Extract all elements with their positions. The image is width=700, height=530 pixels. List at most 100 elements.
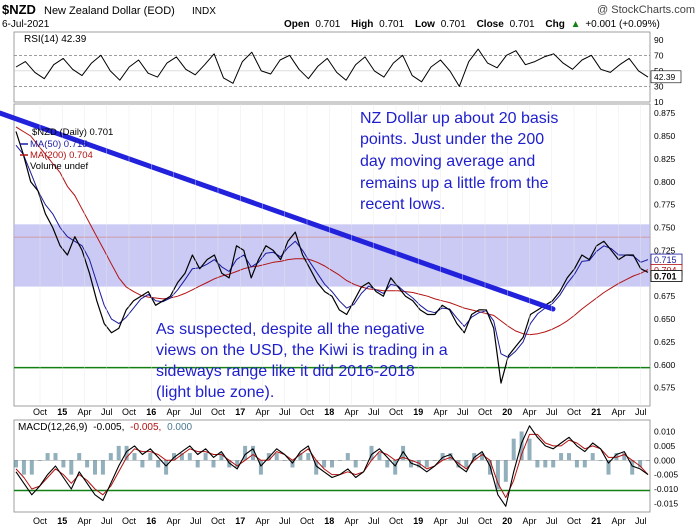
macd-hist-bar [432,460,437,461]
price-tick-label: 0.625 [654,337,676,347]
price-tick-label: 0.600 [654,360,676,370]
x-label-top: Jul [368,407,380,417]
x-label-top: Oct [300,407,315,417]
x-label-top: Jul [279,407,291,417]
annotation-left-line-3: sideways range like it did 2016-2018 [156,363,415,380]
macd-hist-bar [100,460,105,475]
price-tick-label: 0.675 [654,291,676,301]
open-value: 0.701 [315,19,340,30]
macd-hist-bar [393,460,398,475]
price-tick-label: 0.775 [654,200,676,210]
ma200-legend: MA(200) 0.704 [30,150,93,161]
macd-tick-label: 0.000 [654,455,676,465]
x-label-top: 18 [324,407,334,417]
macd-hist-bar [385,460,390,468]
macd-hist-bar [53,453,58,461]
chart-exchange: INDX [192,6,216,17]
macd-tick-label: -0.005 [654,470,678,480]
macd-hist-bar [377,453,382,461]
x-label-top: 19 [413,407,423,417]
x-label-top: Apr [522,407,536,417]
x-label-bottom: Jul [279,516,291,526]
annotation-left-line-4: (light blue zone). [156,384,274,401]
macd-hist-bar [172,453,176,461]
price-tick-label: 0.725 [654,245,676,255]
macd-hist-bar [574,460,579,468]
macd-hist-bar [179,453,184,461]
x-label-bottom: Apr [255,516,269,526]
rsi-tick-label: 90 [654,35,664,45]
chart-symbol: $NZD [2,2,36,17]
x-label-top: Apr [344,407,358,417]
macd-hist-bar [646,460,650,461]
macd-hist-bar [45,453,50,461]
x-label-bottom: Jul [546,516,558,526]
macd-hist-bar [527,438,532,461]
price-tick-label: 0.575 [654,383,676,393]
x-label-top: Apr [611,407,625,417]
x-label-bottom: Apr [433,516,447,526]
macd-hist-bar [511,438,516,461]
macd-hist-bar [559,453,564,461]
x-label-top: Jul [635,407,647,417]
x-label-top: Oct [33,407,48,417]
macd-hist-bar [345,453,350,461]
macd-tick-label: -0.015 [654,498,678,508]
x-label-bottom: 20 [502,516,512,526]
rsi-tick-label: 30 [654,81,664,91]
x-label-bottom: Oct [389,516,404,526]
x-label-bottom: Oct [211,516,226,526]
x-label-bottom: Apr [77,516,91,526]
macd-hist-bar [590,453,595,461]
price-tick-label: 0.800 [654,177,676,187]
macd-hist-bar [124,445,129,461]
x-label-bottom: Oct [122,516,137,526]
open-label: Open [284,19,310,30]
macd-hist-bar [638,460,643,468]
macd-line [15,425,649,507]
macd-layer [14,425,650,507]
macd-hist-bar [69,460,74,475]
macd-hist-bar [85,460,90,468]
rsi-value-label: 42.39 [654,72,676,82]
annotation-right-line-1: NZ Dollar up about 20 basis [360,110,558,127]
macd-hist-bar [424,460,429,468]
ma200-line [15,126,649,336]
macd-hist-bar [416,460,421,468]
macd-hist-bar [251,445,255,461]
price-tick-label: 0.850 [654,131,676,141]
macd-hist-bar [567,453,571,461]
x-label-top: 21 [591,407,601,417]
macd-hist-bar [164,460,169,475]
macd-hist-bar [353,460,358,468]
macd-hist-bar [116,445,121,461]
chart-name: New Zealand Dollar (EOD) [44,5,175,17]
macd-hist-bar [298,453,303,461]
x-label-bottom: Oct [300,516,315,526]
macd-tick-label: 0.010 [654,427,676,437]
macd-tick-label: -0.010 [654,484,678,494]
x-label-top: Jul [546,407,558,417]
macd-legend-hist: 0.000 [167,422,192,433]
price-value-label: 0.715 [654,255,677,265]
macd-hist-bar [551,460,556,468]
x-label-bottom: 18 [324,516,334,526]
x-label-top: Oct [478,407,493,417]
x-label-bottom: Oct [478,516,493,526]
annotation-left: As suspected, despite all the negative v… [156,321,452,401]
macd-hist-bar [156,460,161,468]
rsi-layer [14,48,650,87]
macd-hist-bar [14,460,18,468]
low-label: Low [415,19,435,30]
x-label-bottom: 16 [146,516,156,526]
x-label-top: Jul [457,407,469,417]
chart-date: 6-Jul-2021 [2,19,50,30]
macd-hist-bar [480,453,485,461]
x-label-bottom: Apr [344,516,358,526]
macd-hist-bar [140,460,145,468]
macd-hist-bar [306,453,311,461]
x-label-top: Apr [255,407,269,417]
close-label: Close [477,19,505,30]
macd-hist-bar [606,460,611,475]
